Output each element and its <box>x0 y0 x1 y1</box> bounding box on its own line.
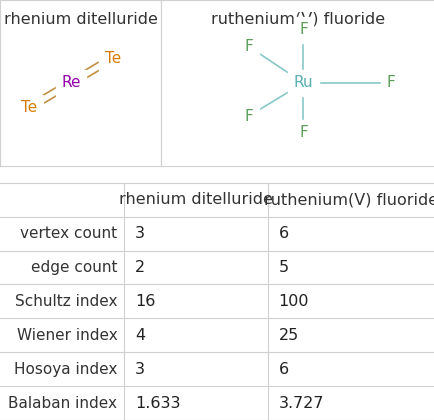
Text: 1.633: 1.633 <box>135 396 180 410</box>
Text: vertex count: vertex count <box>20 226 117 241</box>
Text: rhenium ditelluride: rhenium ditelluride <box>3 12 157 26</box>
Text: F: F <box>386 76 395 90</box>
Text: Schultz index: Schultz index <box>15 294 117 309</box>
Text: edge count: edge count <box>31 260 117 275</box>
Text: ruthenium(V) fluoride: ruthenium(V) fluoride <box>210 12 384 26</box>
Text: Hosoya index: Hosoya index <box>14 362 117 377</box>
Text: 3: 3 <box>135 362 145 377</box>
Text: Re: Re <box>61 76 80 90</box>
Text: Wiener index: Wiener index <box>16 328 117 343</box>
Text: F: F <box>299 125 307 140</box>
Text: Ru: Ru <box>293 76 312 90</box>
Text: 6: 6 <box>278 362 288 377</box>
Text: 25: 25 <box>278 328 298 343</box>
Text: F: F <box>244 109 253 123</box>
Text: 6: 6 <box>278 226 288 241</box>
Text: rhenium ditelluride: rhenium ditelluride <box>118 192 272 207</box>
Text: 16: 16 <box>135 294 155 309</box>
Text: Te: Te <box>104 50 121 66</box>
Text: 2: 2 <box>135 260 145 275</box>
Text: Te: Te <box>21 100 37 116</box>
Text: F: F <box>299 22 307 37</box>
Text: 100: 100 <box>278 294 308 309</box>
Text: 3: 3 <box>135 226 145 241</box>
Text: 4: 4 <box>135 328 145 343</box>
Text: 5: 5 <box>278 260 288 275</box>
Text: 3.727: 3.727 <box>278 396 323 410</box>
Text: F: F <box>244 39 253 54</box>
Text: Balaban index: Balaban index <box>8 396 117 410</box>
Text: ruthenium(V) fluoride: ruthenium(V) fluoride <box>263 192 434 207</box>
